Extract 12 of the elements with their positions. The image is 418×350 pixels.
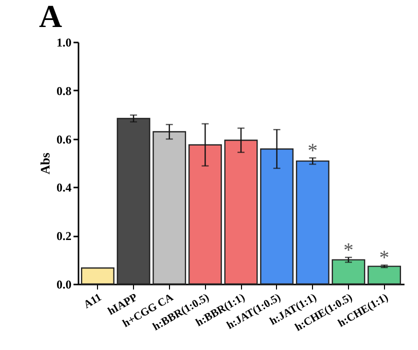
y-tick-label: 0.6 [56, 132, 72, 146]
y-tick-label: 0.2 [56, 229, 72, 244]
annotation: * [379, 247, 390, 270]
chart-title: A [39, 0, 62, 34]
y-tick-label: 0.0 [56, 278, 72, 292]
y-tick-label: 0.4 [56, 180, 72, 195]
y-tick-label: 1.0 [56, 36, 72, 50]
x-tick-label: A11 [82, 292, 104, 312]
y-tick-label: 0.8 [56, 84, 72, 98]
annotation: * [343, 239, 354, 262]
annotation: * [308, 140, 318, 162]
y-axis-title: Abs [38, 152, 52, 174]
